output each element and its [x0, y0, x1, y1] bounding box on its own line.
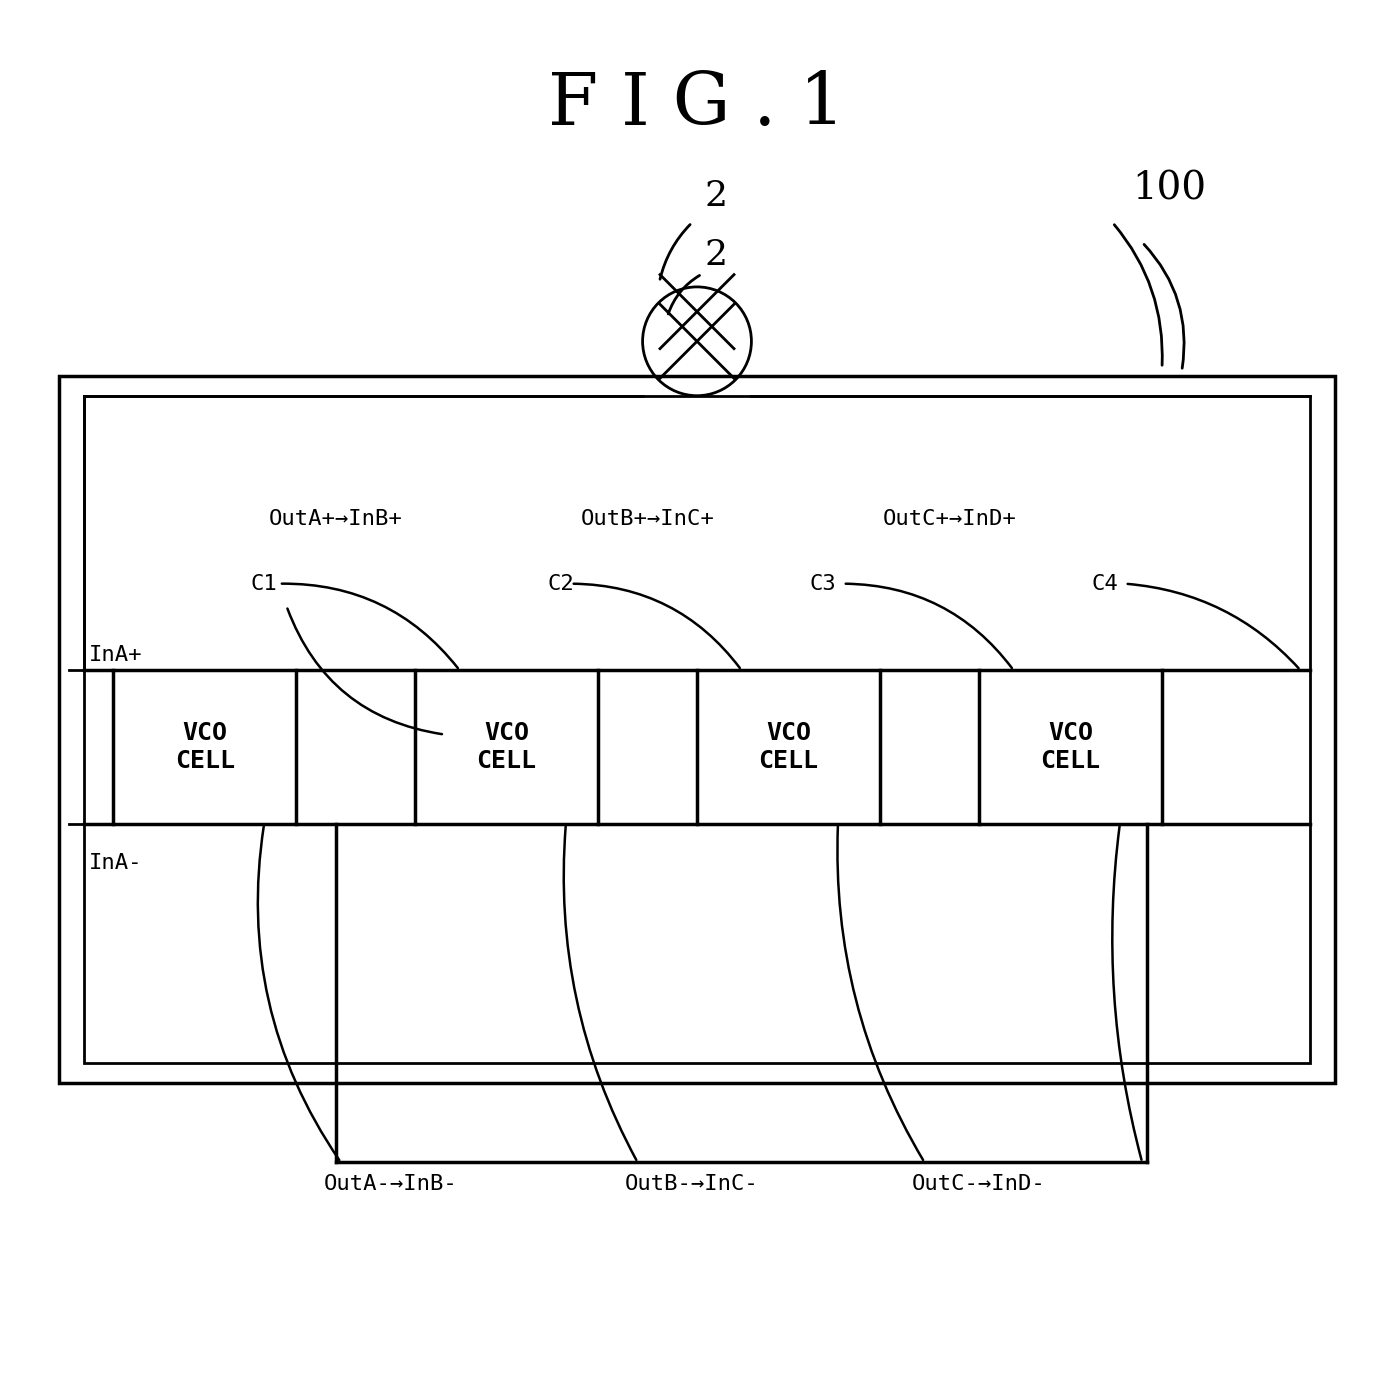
- Text: F I G . 1: F I G . 1: [548, 69, 846, 140]
- Text: 100: 100: [1132, 170, 1206, 208]
- Bar: [415, 670, 598, 824]
- Bar: [697, 670, 880, 824]
- Text: VCO
CELL: VCO CELL: [758, 722, 818, 773]
- Text: C1: C1: [251, 573, 277, 594]
- Text: OutC+→InD+: OutC+→InD+: [882, 510, 1016, 529]
- Text: InA-: InA-: [89, 853, 142, 874]
- FancyArrowPatch shape: [287, 608, 442, 734]
- Text: VCO
CELL: VCO CELL: [477, 722, 537, 773]
- Text: OutA-→InB-: OutA-→InB-: [323, 1174, 457, 1194]
- Text: OutB+→InC+: OutB+→InC+: [581, 510, 714, 529]
- FancyArrowPatch shape: [1112, 827, 1142, 1159]
- Text: OutB-→InC-: OutB-→InC-: [625, 1174, 758, 1194]
- Text: C4: C4: [1092, 573, 1118, 594]
- FancyArrowPatch shape: [846, 583, 1012, 668]
- Text: VCO
CELL: VCO CELL: [174, 722, 234, 773]
- FancyArrowPatch shape: [282, 583, 457, 668]
- FancyArrowPatch shape: [838, 827, 923, 1161]
- Text: OutC-→InD-: OutC-→InD-: [912, 1174, 1046, 1194]
- FancyArrowPatch shape: [1128, 584, 1299, 668]
- Text: C3: C3: [810, 573, 836, 594]
- Text: 2: 2: [705, 179, 728, 213]
- Text: VCO
CELL: VCO CELL: [1040, 722, 1100, 773]
- Text: InA+: InA+: [89, 645, 142, 665]
- FancyArrowPatch shape: [574, 583, 740, 668]
- FancyArrowPatch shape: [258, 827, 339, 1161]
- Text: C2: C2: [548, 573, 574, 594]
- Bar: [979, 670, 1163, 824]
- Bar: [113, 670, 297, 824]
- Text: 2: 2: [705, 238, 728, 271]
- FancyArrowPatch shape: [563, 827, 636, 1161]
- Text: OutA+→InB+: OutA+→InB+: [269, 510, 403, 529]
